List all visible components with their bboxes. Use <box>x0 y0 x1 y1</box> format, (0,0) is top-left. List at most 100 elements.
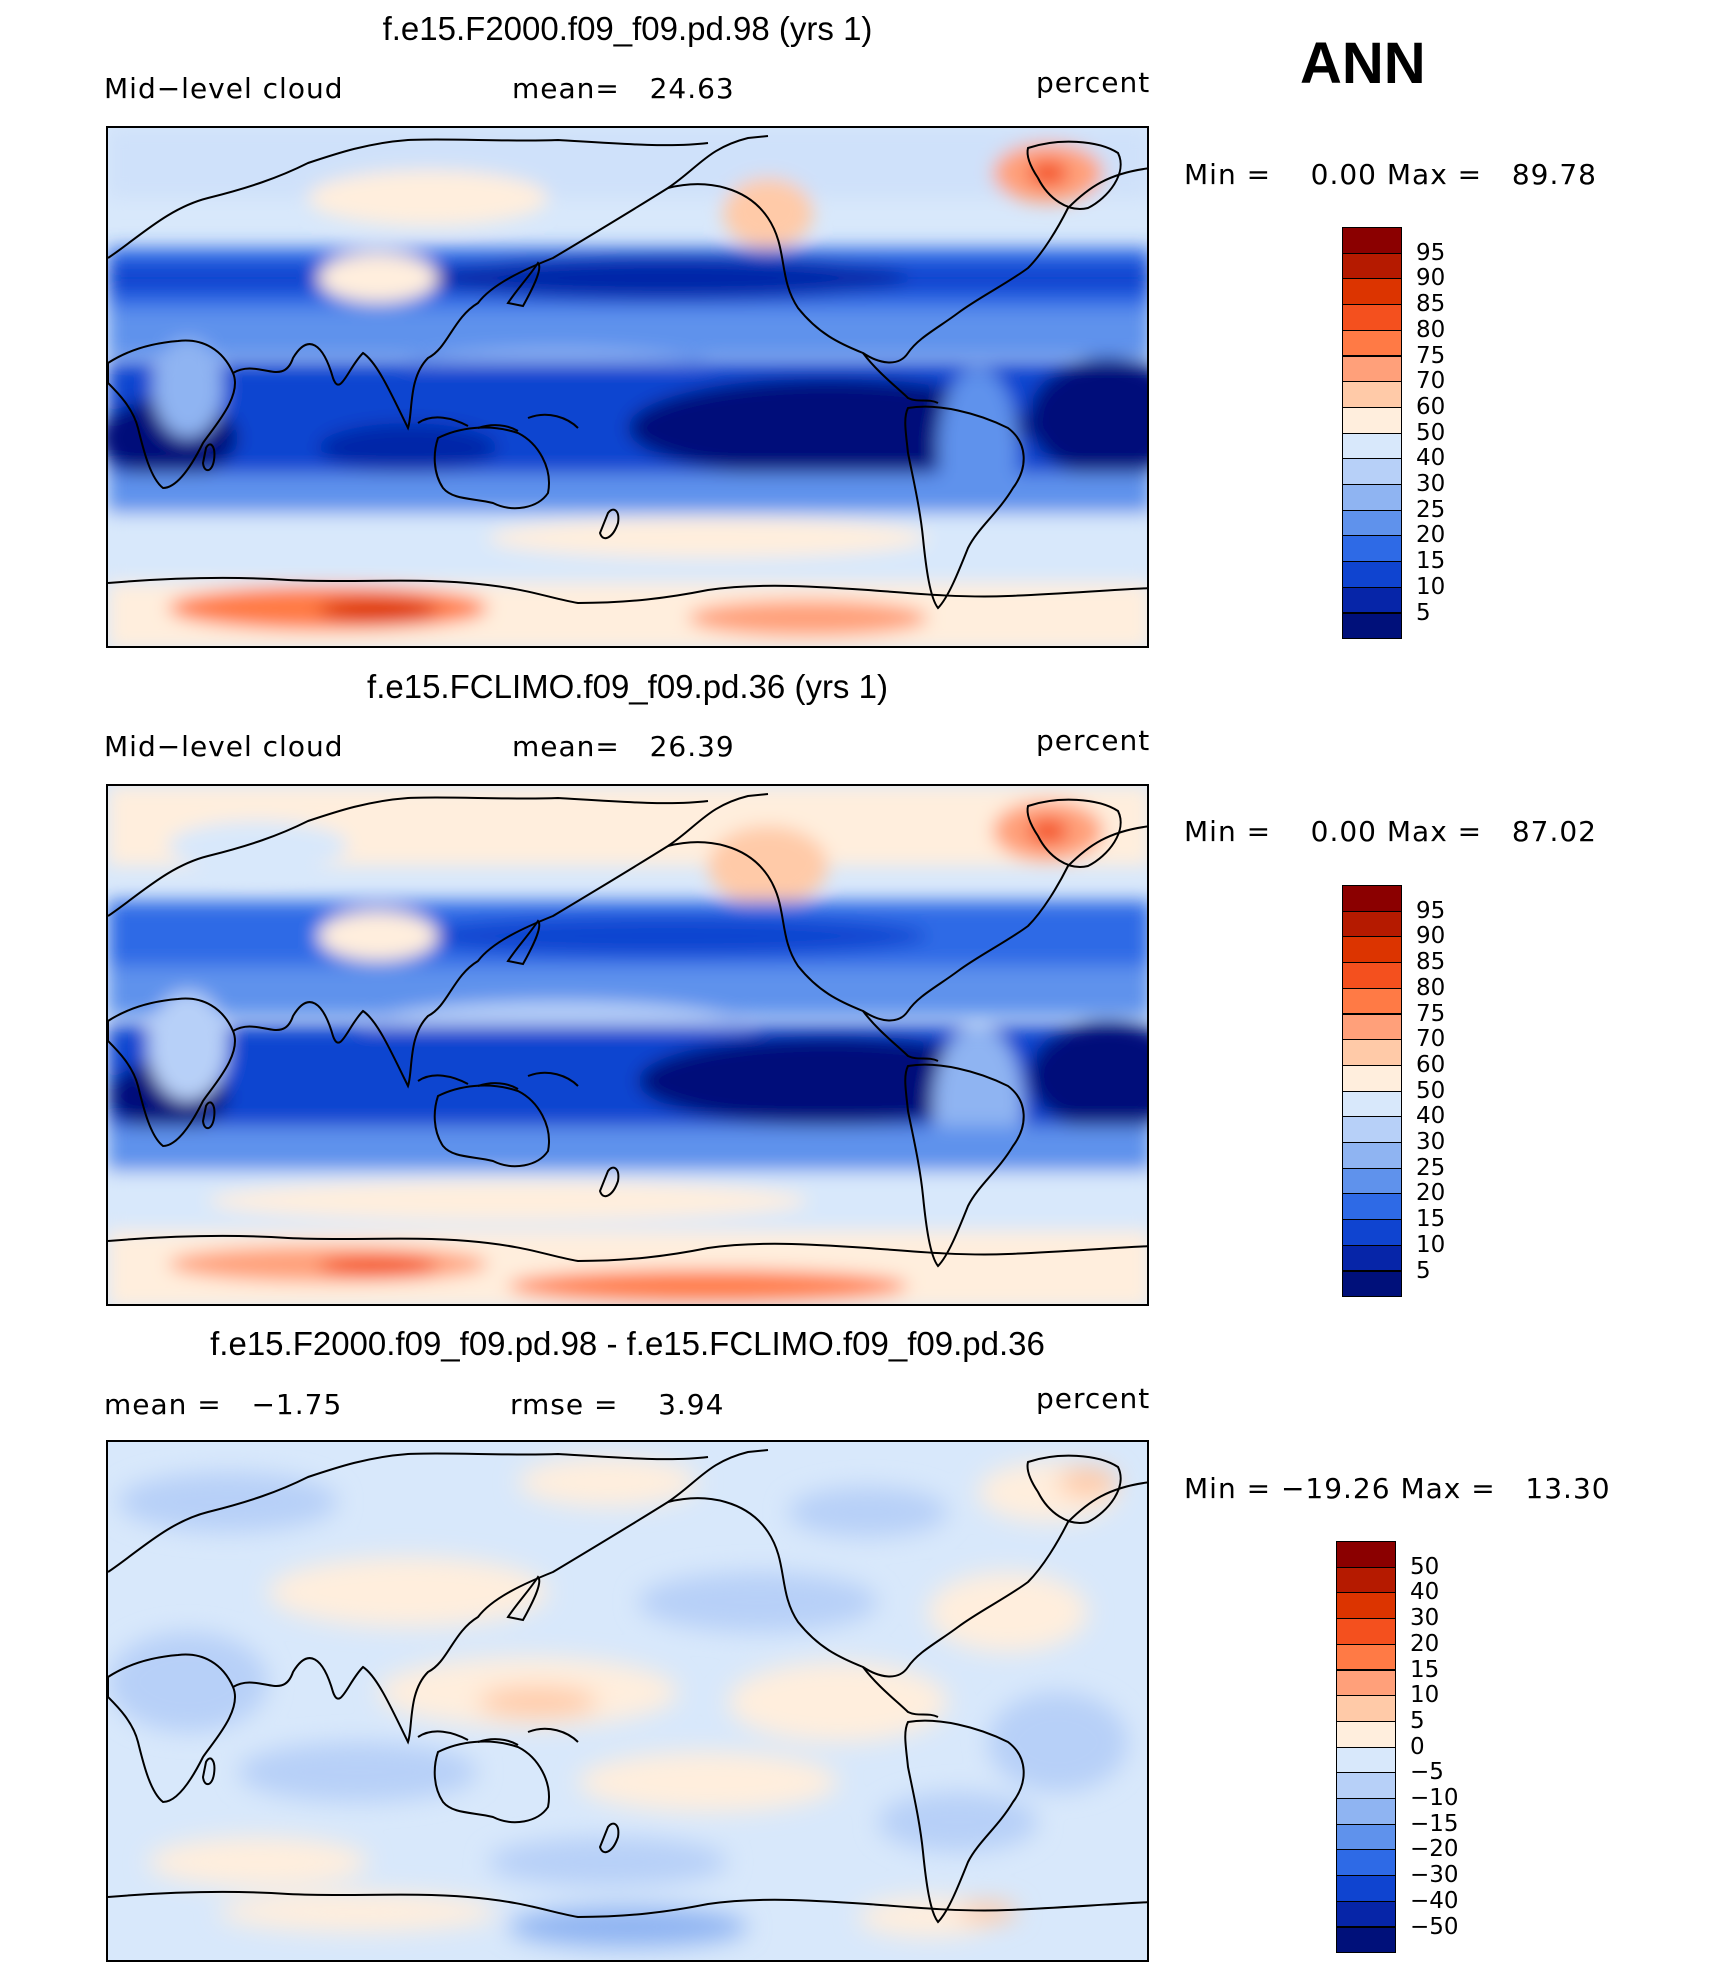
colorbar-swatch <box>1336 1875 1396 1902</box>
colorbar-level-label: 95 <box>1416 239 1446 266</box>
colorbar-swatch <box>1342 1244 1402 1272</box>
colorbar-swatch <box>1342 561 1402 588</box>
colorbar-level-label: 25 <box>1416 1154 1446 1181</box>
colorbar-level-label: 10 <box>1416 1231 1446 1258</box>
colorbar-swatch <box>1342 227 1402 254</box>
colorbar-swatch <box>1336 1772 1396 1799</box>
colorbar-level-label: −5 <box>1410 1759 1444 1786</box>
colorbar-swatch <box>1342 304 1402 331</box>
panel-3-units-label: percent <box>1036 1382 1151 1415</box>
colorbar-level-label: 30 <box>1416 471 1446 497</box>
colorbar-swatch <box>1336 1720 1396 1748</box>
colorbar-swatch <box>1342 1193 1402 1221</box>
colorbar-swatch <box>1342 586 1402 614</box>
colorbar-swatch <box>1336 1669 1396 1697</box>
colorbar-swatch <box>1336 1798 1396 1825</box>
panel-1-mean-label: mean= 24.63 <box>512 72 735 105</box>
colorbar-swatch <box>1342 535 1402 563</box>
colorbar-swatch <box>1336 1541 1396 1568</box>
colorbar-level-label: 30 <box>1410 1605 1440 1632</box>
colorbar-level-label: −20 <box>1410 1836 1459 1863</box>
colorbar-level-label: 60 <box>1416 1051 1446 1078</box>
colorbar-level-label: 10 <box>1416 573 1446 600</box>
colorbar-swatch <box>1336 1618 1396 1645</box>
colorbar-swatch <box>1336 1643 1396 1671</box>
panel-2-map <box>106 784 1149 1306</box>
colorbar-swatch <box>1342 1013 1402 1041</box>
colorbar-swatch <box>1336 1695 1396 1722</box>
colorbar-level-label: 85 <box>1416 291 1446 318</box>
colorbar-level-label: 5 <box>1410 1707 1425 1734</box>
colorbar-level-label: 10 <box>1410 1682 1440 1709</box>
colorbar-level-label: 85 <box>1416 949 1446 976</box>
colorbar-level-label: 5 <box>1416 599 1431 626</box>
panel-1-title: f.e15.F2000.f09_f09.pd.98 (yrs 1) <box>382 10 873 47</box>
colorbar-level-label: 80 <box>1416 316 1446 343</box>
colorbar-swatch <box>1336 1849 1396 1877</box>
colorbar-level-label: 20 <box>1416 522 1446 549</box>
colorbar-swatch <box>1342 910 1402 938</box>
colorbar-level-label: 30 <box>1416 1129 1446 1155</box>
colorbar-swatch <box>1342 962 1402 989</box>
colorbar-swatch <box>1336 1592 1396 1620</box>
colorbar-level-label: 90 <box>1416 923 1446 950</box>
colorbar-level-label: −30 <box>1410 1862 1459 1889</box>
colorbar-level-label: 15 <box>1416 1206 1446 1233</box>
colorbar-swatch <box>1342 509 1402 537</box>
colorbar-swatch <box>1342 484 1402 511</box>
colorbar-swatch <box>1336 1823 1396 1851</box>
colorbar-level-label: 20 <box>1416 1180 1446 1207</box>
season-label: ANN <box>1300 31 1426 96</box>
panel-3-min-max: Min = −19.26 Max = 13.30 <box>1184 1472 1611 1505</box>
colorbar-level-label: 15 <box>1416 548 1446 575</box>
colorbar-level-label: −15 <box>1410 1810 1459 1837</box>
panel-3-colorbar: 50 40 30 20 15 10 5 0 −5 −10 −15 −20 −30 −40 −50 <box>1336 1541 1459 1954</box>
colorbar-level-label: 40 <box>1410 1579 1440 1606</box>
colorbar-level-label: 40 <box>1416 1103 1446 1130</box>
colorbar-level-label: −50 <box>1410 1913 1459 1940</box>
colorbar-swatch <box>1342 432 1402 460</box>
colorbar-swatch <box>1342 381 1402 408</box>
colorbar-level-label: 60 <box>1416 393 1446 420</box>
colorbar-swatch <box>1342 1270 1402 1298</box>
colorbar-level-label: 95 <box>1416 897 1446 924</box>
panel-1-map <box>106 126 1149 648</box>
colorbar-swatch <box>1342 252 1402 280</box>
panel-2-title: f.e15.FCLIMO.f09_f09.pd.36 (yrs 1) <box>367 668 888 705</box>
colorbar-level-label: 50 <box>1416 1077 1446 1104</box>
colorbar-swatch <box>1342 1142 1402 1169</box>
panel-1-colorbar: 95 90 85 80 75 70 60 50 40 30 25 20 15 10 5 <box>1342 227 1445 640</box>
panel-1-min-max: Min = 0.00 Max = 89.78 <box>1184 158 1597 191</box>
colorbar-level-label: 40 <box>1416 445 1446 472</box>
panel-2-units-label: percent <box>1036 724 1151 757</box>
panel-3-title: f.e15.F2000.f09_f09.pd.98 - f.e15.FCLIMO… <box>210 1325 1045 1362</box>
colorbar-swatch <box>1342 406 1402 434</box>
colorbar-level-label: −40 <box>1410 1887 1459 1914</box>
colorbar-swatch <box>1342 1039 1402 1066</box>
colorbar-swatch <box>1336 1900 1396 1928</box>
colorbar-swatch <box>1342 355 1402 383</box>
colorbar-level-label: 80 <box>1416 974 1446 1001</box>
colorbar-swatch <box>1342 612 1402 640</box>
colorbar-swatch <box>1342 458 1402 485</box>
panel-3-map <box>106 1440 1149 1962</box>
colorbar-level-label: 75 <box>1416 342 1446 369</box>
colorbar-level-label: 70 <box>1416 368 1446 395</box>
colorbar-level-label: 5 <box>1416 1257 1431 1284</box>
colorbar-level-label: 15 <box>1410 1656 1440 1683</box>
panel-2-variable-label: Mid−level cloud <box>104 730 344 763</box>
colorbar-swatch <box>1342 1064 1402 1092</box>
colorbar-swatch <box>1342 987 1402 1015</box>
colorbar-swatch <box>1342 329 1402 357</box>
colorbar-level-label: 50 <box>1416 419 1446 446</box>
colorbar-swatch <box>1342 1167 1402 1195</box>
colorbar-swatch <box>1342 1116 1402 1143</box>
colorbar-swatch <box>1336 1746 1396 1774</box>
colorbar-level-label: 0 <box>1410 1733 1425 1760</box>
colorbar-level-label: 75 <box>1416 1000 1446 1027</box>
panel-2-min-max: Min = 0.00 Max = 87.02 <box>1184 815 1597 848</box>
panel-1-units-label: percent <box>1036 66 1151 99</box>
panel-2-colorbar: 95 90 85 80 75 70 60 50 40 30 25 20 15 10 5 <box>1342 885 1445 1298</box>
colorbar-swatch <box>1342 278 1402 306</box>
colorbar-swatch <box>1342 885 1402 912</box>
